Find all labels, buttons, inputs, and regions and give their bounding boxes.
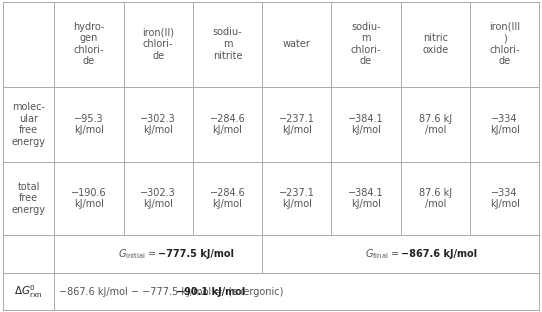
Text: water: water <box>283 39 311 49</box>
Text: −90.1 kJ/mol: −90.1 kJ/mol <box>177 287 246 297</box>
Text: −302.3
kJ/mol: −302.3 kJ/mol <box>140 114 176 135</box>
Text: −867.6 kJ/mol − −777.5 kJ/mol =: −867.6 kJ/mol − −777.5 kJ/mol = <box>59 287 225 297</box>
Text: (exergonic): (exergonic) <box>225 287 283 297</box>
Text: −302.3
kJ/mol: −302.3 kJ/mol <box>140 188 176 209</box>
Text: sodiu-
m
chlori-
de: sodiu- m chlori- de <box>351 22 382 66</box>
Text: −95.3
kJ/mol: −95.3 kJ/mol <box>74 114 104 135</box>
Text: −284.6
kJ/mol: −284.6 kJ/mol <box>210 114 246 135</box>
Text: $G_\mathrm{initial}$ =: $G_\mathrm{initial}$ = <box>118 247 158 261</box>
Text: iron(II)
chlori-
de: iron(II) chlori- de <box>142 27 174 61</box>
Text: hydro-
gen
chlori-
de: hydro- gen chlori- de <box>73 22 105 66</box>
Text: −867.6 kJ/mol: −867.6 kJ/mol <box>401 249 477 259</box>
Text: total
free
energy: total free energy <box>11 182 46 215</box>
Text: molec-
ular
free
energy: molec- ular free energy <box>11 102 46 147</box>
Text: sodiu-
m
nitrite: sodiu- m nitrite <box>212 27 242 61</box>
Text: −777.5 kJ/mol: −777.5 kJ/mol <box>158 249 234 259</box>
Text: nitric
oxide: nitric oxide <box>422 33 448 55</box>
Text: −237.1
kJ/mol: −237.1 kJ/mol <box>279 114 315 135</box>
Text: −237.1
kJ/mol: −237.1 kJ/mol <box>279 188 315 209</box>
Text: −190.6
kJ/mol: −190.6 kJ/mol <box>71 188 107 209</box>
Text: −384.1
kJ/mol: −384.1 kJ/mol <box>349 114 384 135</box>
Text: 87.6 kJ
/mol: 87.6 kJ /mol <box>419 114 452 135</box>
Text: −334
kJ/mol: −334 kJ/mol <box>490 114 520 135</box>
Text: $G_\mathrm{final}$ =: $G_\mathrm{final}$ = <box>365 247 401 261</box>
Text: −334
kJ/mol: −334 kJ/mol <box>490 188 520 209</box>
Text: −284.6
kJ/mol: −284.6 kJ/mol <box>210 188 246 209</box>
Text: iron(III
)
chlori-
de: iron(III ) chlori- de <box>489 22 520 66</box>
Text: −384.1
kJ/mol: −384.1 kJ/mol <box>349 188 384 209</box>
Text: 87.6 kJ
/mol: 87.6 kJ /mol <box>419 188 452 209</box>
Text: $\Delta G^0_\mathrm{rxn}$: $\Delta G^0_\mathrm{rxn}$ <box>14 284 43 300</box>
